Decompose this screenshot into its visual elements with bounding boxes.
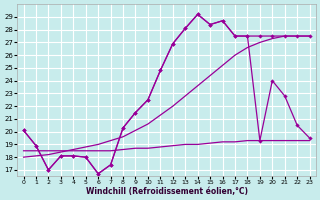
X-axis label: Windchill (Refroidissement éolien,°C): Windchill (Refroidissement éolien,°C) xyxy=(85,187,248,196)
